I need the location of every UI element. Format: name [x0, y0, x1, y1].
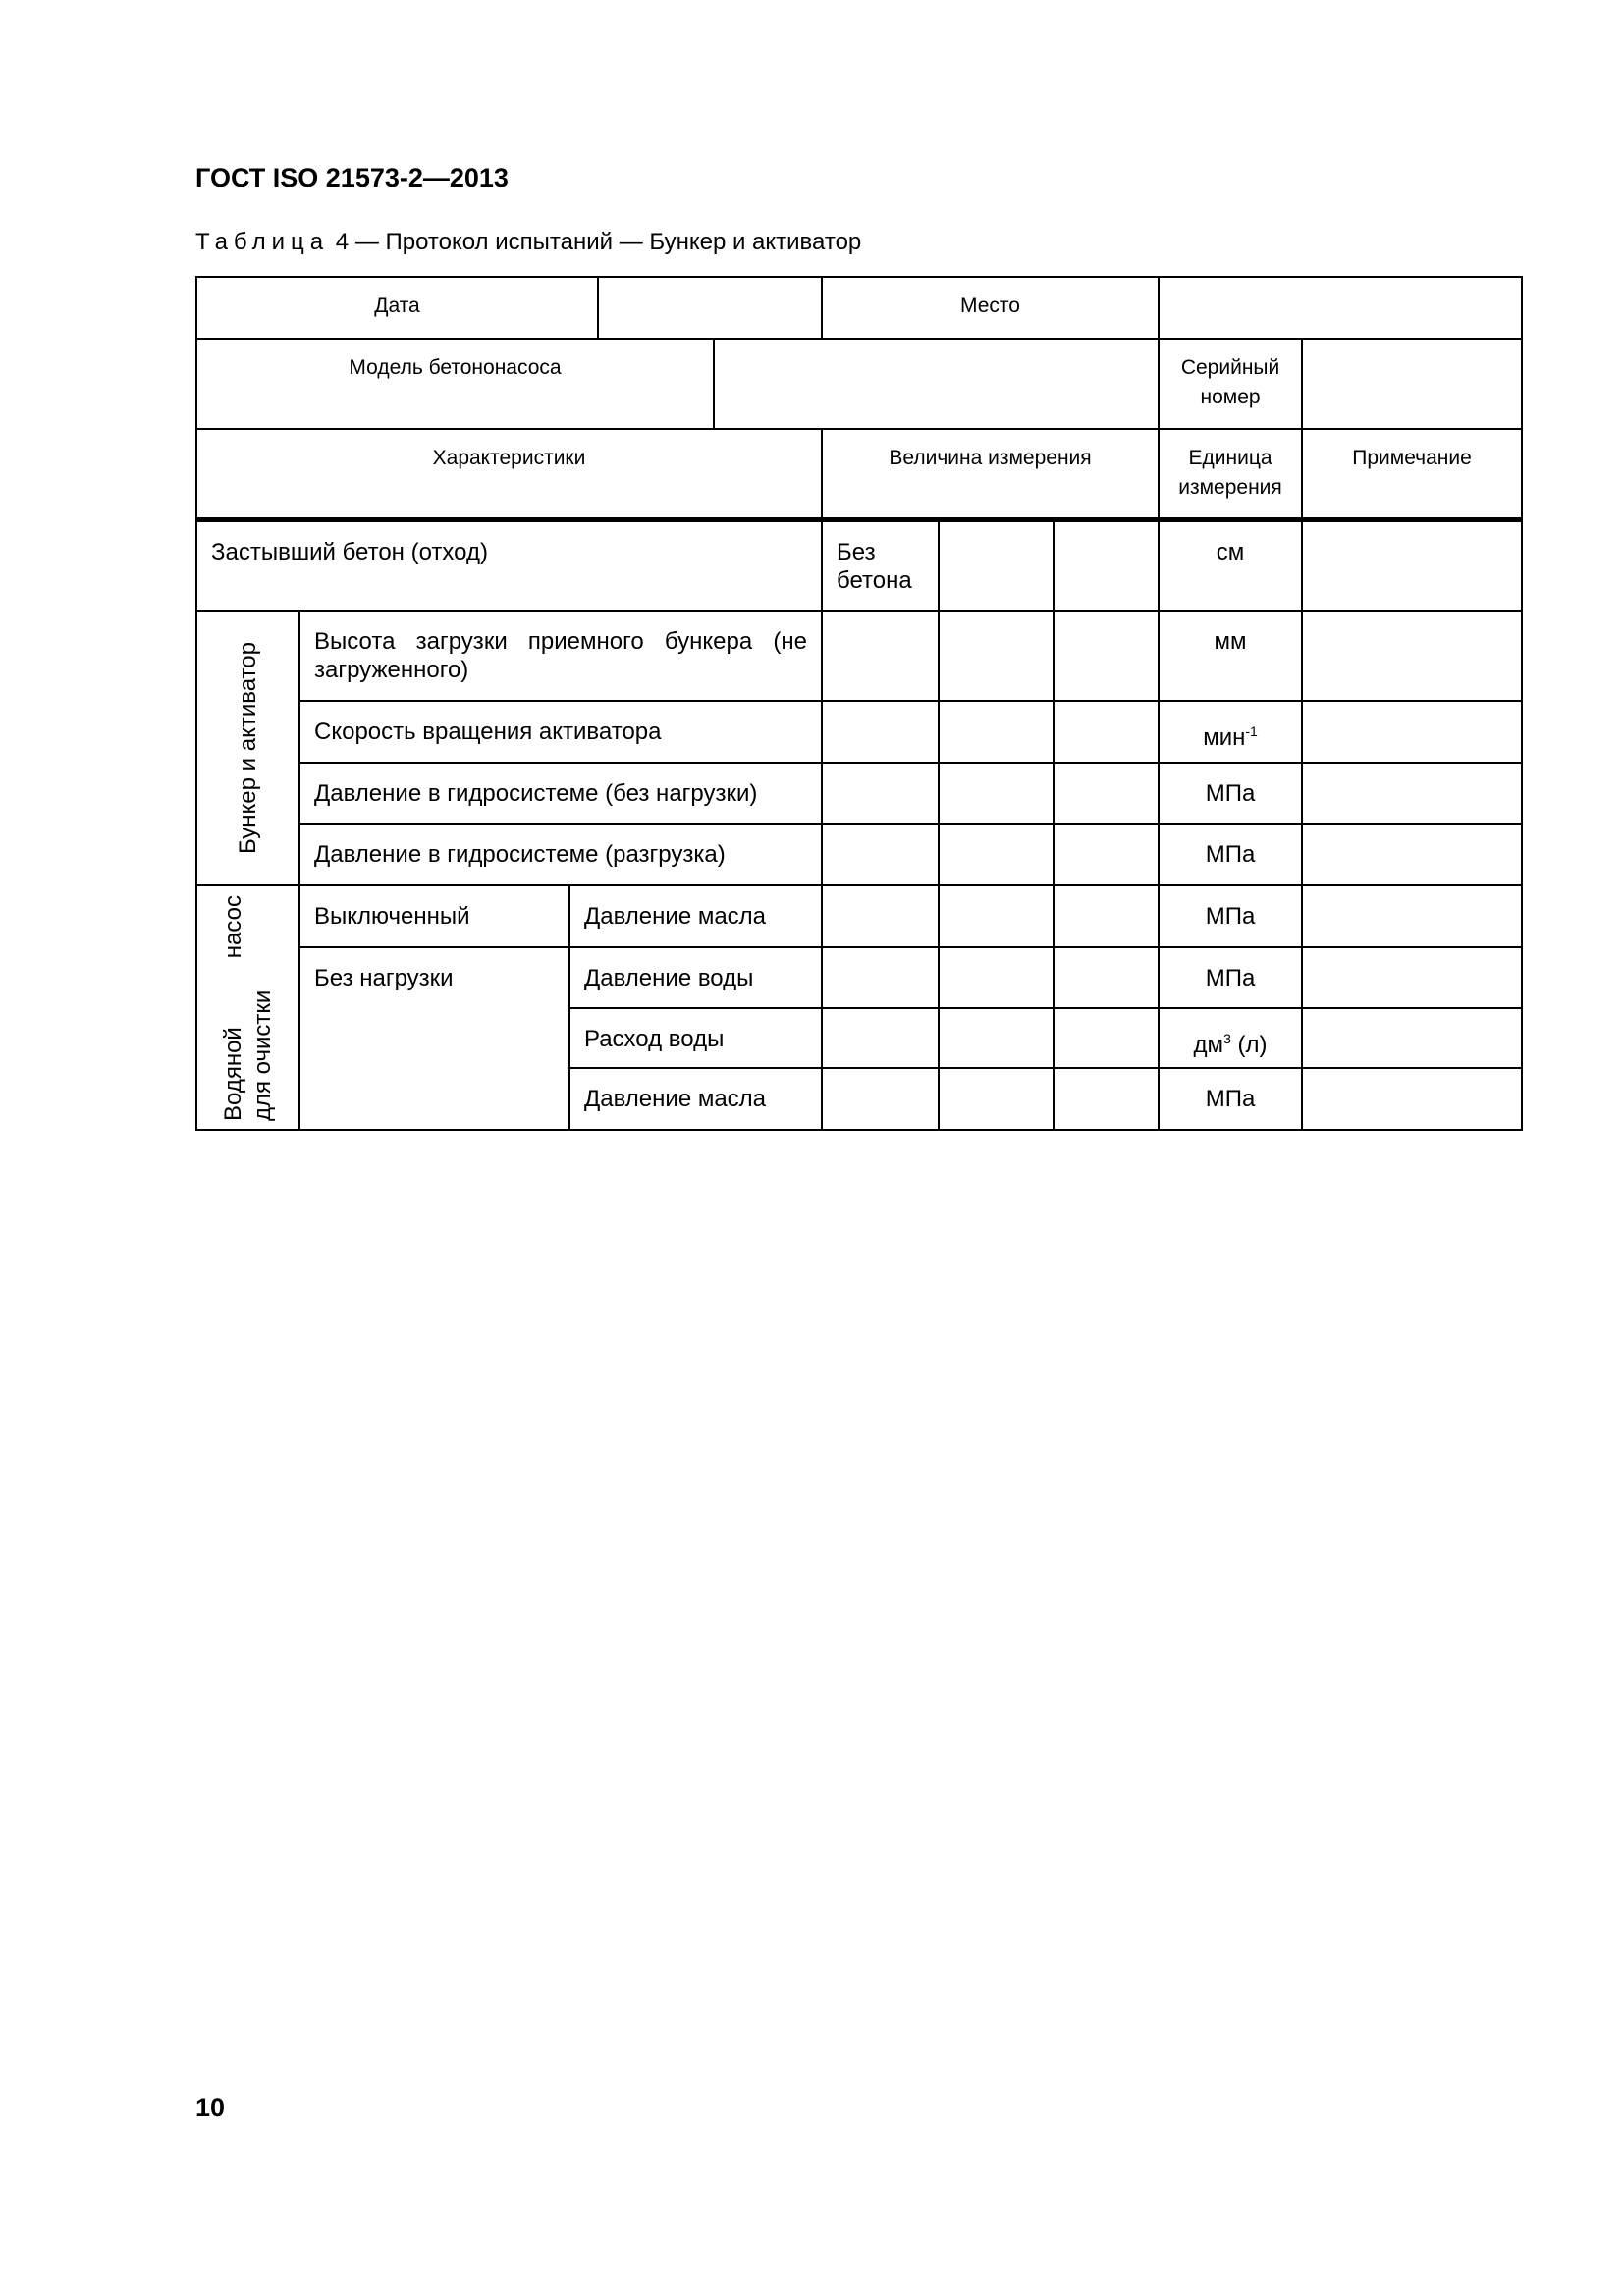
value-cell[interactable] — [821, 946, 940, 1009]
value-cell[interactable] — [938, 946, 1055, 1009]
value-cell[interactable] — [821, 1007, 940, 1069]
note-cell[interactable] — [1301, 516, 1524, 612]
col-unit: Единица измерения — [1158, 428, 1304, 520]
table-row: Застывший бетон (отход) Без бетона см — [195, 516, 1524, 612]
serial-value-cell[interactable] — [1301, 338, 1524, 430]
test-protocol-table: Дата Место Модель бетононасоса Серийный … — [195, 276, 1524, 1131]
unit-cell: дм3 (л) — [1158, 1007, 1304, 1069]
row-label: Расход воды — [568, 1007, 823, 1069]
note-cell[interactable] — [1301, 762, 1524, 825]
document-code: ГОСТ ISO 21573-2—2013 — [195, 163, 509, 192]
no-concrete-label: Без бетона — [821, 516, 940, 612]
unit-cell: МПа — [1158, 884, 1304, 948]
value-cell[interactable] — [938, 700, 1055, 764]
table-row: Бункер и активатор Высота загрузки прием… — [195, 610, 1524, 886]
table-caption: Таблица 4 — Протокол испытаний — Бункер … — [195, 229, 861, 256]
value-cell[interactable] — [821, 1067, 940, 1131]
model-value-cell[interactable] — [712, 338, 1161, 430]
value-cell[interactable] — [938, 823, 1055, 886]
date-value-cell[interactable] — [597, 276, 823, 340]
unit-cell: МПа — [1158, 1067, 1304, 1131]
value-cell[interactable] — [1052, 823, 1161, 886]
row-label: Давление в гидросистеме (разгрузка) — [298, 823, 823, 886]
col-measurement: Величина измерения — [820, 428, 1161, 520]
value-cell[interactable] — [938, 1067, 1055, 1131]
row-label: Застывший бетон (отход) — [195, 516, 823, 612]
col-note: Примечание — [1301, 428, 1524, 520]
pump-off-label: Выключенный — [298, 884, 570, 948]
serial-label: Серийный номер — [1158, 338, 1304, 430]
table-row: Давление в гидросистеме (без нагрузки) М… — [196, 762, 1524, 825]
value-cell[interactable] — [1052, 1007, 1161, 1069]
table-row: Давление в гидросистеме (разгрузка) МПа — [196, 823, 1524, 886]
date-label: Дата — [195, 276, 599, 340]
unit-cell: МПа — [1158, 762, 1304, 825]
value-cell[interactable] — [1052, 610, 1161, 702]
unit-cell: мин-1 — [1158, 700, 1304, 764]
note-cell[interactable] — [1301, 610, 1524, 702]
caption-prefix: Таблица — [195, 229, 330, 255]
place-label: Место — [820, 276, 1161, 340]
model-label: Модель бетононасоса — [195, 338, 715, 430]
unit-cell: мм — [1158, 610, 1304, 702]
value-cell[interactable] — [821, 610, 940, 702]
value-cell[interactable] — [1052, 516, 1161, 612]
value-cell[interactable] — [821, 823, 940, 886]
value-cell[interactable] — [1052, 1067, 1161, 1131]
note-cell[interactable] — [1301, 1067, 1524, 1131]
table-row: Без нагрузки Давление воды МПа — [196, 946, 1524, 1131]
value-cell[interactable] — [821, 700, 940, 764]
note-cell[interactable] — [1301, 946, 1524, 1009]
note-cell[interactable] — [1301, 823, 1524, 886]
value-cell[interactable] — [938, 516, 1055, 612]
unit-cell: МПа — [1158, 823, 1304, 886]
row-label: Высота загрузки приемного бункера (не за… — [298, 610, 823, 702]
table-row: Скорость вращения активатора мин-1 — [196, 700, 1524, 764]
note-cell[interactable] — [1301, 884, 1524, 948]
unit-cell: см — [1158, 516, 1304, 612]
place-value-cell[interactable] — [1158, 276, 1524, 340]
value-cell[interactable] — [1052, 884, 1161, 948]
no-load-label: Без нагрузки — [298, 946, 570, 1131]
row-label: Давление воды — [568, 946, 823, 1009]
value-cell[interactable] — [938, 762, 1055, 825]
page-number: 10 — [195, 2093, 226, 2122]
unit-cell: МПа — [1158, 946, 1304, 1009]
row-label: Скорость вращения активатора — [298, 700, 823, 764]
group-label-cleaning-pump: Водяной насос для очистки — [195, 884, 300, 1131]
col-characteristics: Характеристики — [195, 428, 823, 520]
row-label: Давление в гидросистеме (без нагрузки) — [298, 762, 823, 825]
value-cell[interactable] — [1052, 700, 1161, 764]
value-cell[interactable] — [938, 1007, 1055, 1069]
note-cell[interactable] — [1301, 1007, 1524, 1069]
row-label: Давление масла — [568, 884, 823, 948]
row-label: Давление масла — [568, 1067, 823, 1131]
value-cell[interactable] — [1052, 946, 1161, 1009]
value-cell[interactable] — [821, 884, 940, 948]
group-label-hopper: Бункер и активатор — [195, 610, 300, 886]
caption-number: 4 — [335, 229, 350, 255]
caption-title: — Протокол испытаний — Бункер и активато… — [354, 229, 862, 255]
note-cell[interactable] — [1301, 700, 1524, 764]
table-row: Водяной насос для очистки Выключенный Дав… — [195, 884, 1524, 1131]
table-row: Расход воды дм3 (л) — [196, 1007, 1524, 1069]
table-row: Давление масла МПа — [196, 1067, 1524, 1131]
value-cell[interactable] — [1052, 762, 1161, 825]
value-cell[interactable] — [821, 762, 940, 825]
value-cell[interactable] — [938, 610, 1055, 702]
value-cell[interactable] — [938, 884, 1055, 948]
